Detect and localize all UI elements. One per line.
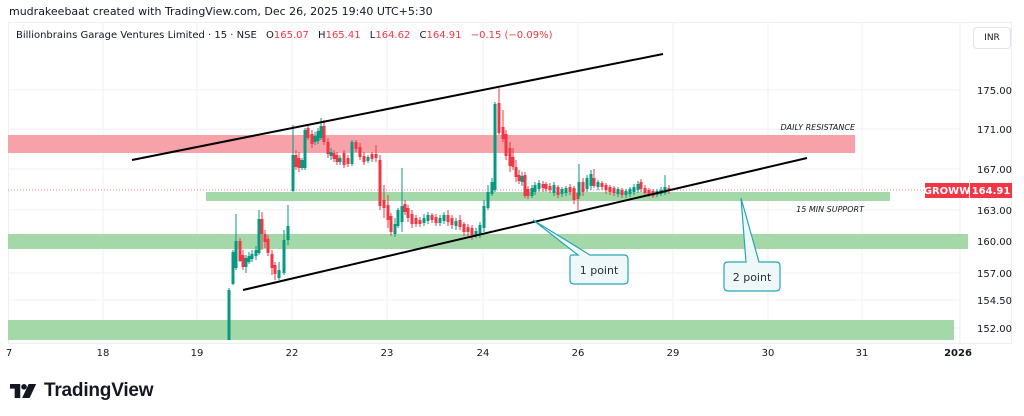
time-axis[interactable]: 7 18 19 22 23 24 26 29 30 31 2026 bbox=[6, 348, 972, 359]
time-tick: 24 bbox=[477, 348, 490, 359]
last-price-tag: GROWW 164.91 bbox=[924, 183, 1012, 198]
time-tick: 31 bbox=[856, 348, 869, 359]
chart-credit: mudrakeebaat created with TradingView.co… bbox=[9, 5, 433, 18]
change-value: −0.15 (−0.09%) bbox=[470, 30, 553, 41]
high-value: 165.41 bbox=[325, 30, 361, 41]
time-tick: 30 bbox=[762, 348, 775, 359]
price-tick: 157.00 bbox=[977, 269, 1012, 280]
low-label: L bbox=[369, 30, 376, 41]
price-tick: 175.00 bbox=[977, 86, 1012, 97]
tradingview-logo[interactable]: TradingView bbox=[10, 380, 154, 402]
price-tick: 160.00 bbox=[977, 237, 1012, 248]
callout-1-point-text: 1 point bbox=[580, 264, 619, 277]
callout-1-point[interactable]: 1 point bbox=[532, 219, 629, 285]
daily-resistance-zone[interactable] bbox=[8, 135, 855, 153]
15min-support-zone[interactable] bbox=[206, 192, 890, 201]
low-value: 164.62 bbox=[375, 30, 411, 41]
price-tag-ticker: GROWW bbox=[924, 186, 970, 197]
lower-channel-trendline[interactable] bbox=[242, 157, 808, 291]
price-tick: 152.00 bbox=[977, 324, 1012, 335]
close-value: 164.91 bbox=[426, 30, 462, 41]
callout-2-point[interactable]: 2 point bbox=[723, 197, 781, 292]
tradingview-logo-text: TradingView bbox=[44, 380, 154, 401]
tradingview-logo-icon bbox=[10, 384, 37, 398]
time-tick: 22 bbox=[286, 348, 299, 359]
open-label: O bbox=[265, 30, 274, 41]
daily-resistance-label: DAILY RESISTANCE bbox=[781, 123, 856, 132]
support-zone-152[interactable] bbox=[8, 320, 954, 340]
time-tick: 29 bbox=[667, 348, 680, 359]
time-tick: 23 bbox=[381, 348, 394, 359]
price-tag-price: 164.91 bbox=[972, 186, 1011, 197]
grid bbox=[8, 23, 960, 340]
upper-channel-trendline[interactable] bbox=[131, 53, 664, 161]
price-axis[interactable]: 175.00 171.00 167.00 163.00 160.00 157.0… bbox=[977, 86, 1012, 335]
close-label: C bbox=[419, 30, 427, 41]
currency-button[interactable]: INR bbox=[973, 27, 1011, 49]
time-tick: 2026 bbox=[944, 348, 972, 359]
price-tick: 171.00 bbox=[977, 125, 1012, 136]
high-label: H bbox=[318, 30, 326, 41]
time-tick: 26 bbox=[572, 348, 585, 359]
symbol-legend[interactable]: Billionbrains Garage Ventures Limited · … bbox=[16, 30, 552, 41]
price-tick: 167.00 bbox=[977, 165, 1012, 176]
time-tick: 7 bbox=[6, 348, 12, 359]
time-tick: 18 bbox=[97, 348, 110, 359]
price-tick: 163.00 bbox=[977, 206, 1012, 217]
callout-2-point-text: 2 point bbox=[733, 271, 772, 284]
open-value: 165.07 bbox=[273, 30, 309, 41]
price-tick: 154.50 bbox=[977, 296, 1012, 307]
symbol-name: Billionbrains Garage Ventures Limited · … bbox=[16, 30, 257, 41]
candles bbox=[227, 88, 671, 340]
support-zone-160[interactable] bbox=[8, 234, 968, 249]
time-tick: 19 bbox=[191, 348, 204, 359]
15min-support-label: 15 MIN SUPPORT bbox=[796, 205, 865, 214]
